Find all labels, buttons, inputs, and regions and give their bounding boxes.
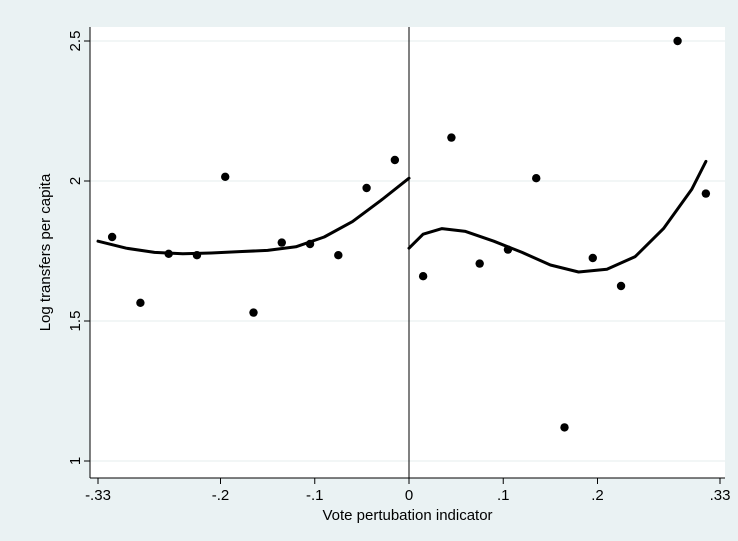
data-point xyxy=(447,133,456,142)
x-tick-label: .2 xyxy=(591,487,604,504)
x-axis-label: Vote pertubation indicator xyxy=(322,507,492,524)
data-point xyxy=(362,183,371,193)
data-point xyxy=(277,238,286,247)
data-point xyxy=(192,251,202,260)
data-point xyxy=(701,189,711,198)
data-point xyxy=(390,155,400,165)
y-axis-label: Log transfers per capita xyxy=(37,173,54,331)
x-tick-label: .1 xyxy=(497,487,510,504)
fit-lines xyxy=(96,159,708,274)
x-tick-label: .33 xyxy=(710,487,731,504)
data-point xyxy=(503,245,513,254)
x-tick-label: -.1 xyxy=(306,487,324,504)
data-point xyxy=(305,239,315,249)
y-tick-label: 1.5 xyxy=(67,311,84,332)
data-point xyxy=(532,174,541,183)
x-tick-label: -.33 xyxy=(85,487,111,504)
y-tick-label: 2.5 xyxy=(67,31,84,52)
data-point xyxy=(136,298,145,307)
fit-line-left xyxy=(96,176,411,256)
y-tick-label: 1 xyxy=(67,457,84,465)
x-tick-label: -.2 xyxy=(212,487,230,504)
data-point xyxy=(673,36,682,46)
y-tick-label: 2 xyxy=(67,177,84,185)
data-point xyxy=(221,172,230,181)
y-axis-ticks: 1 1.5 2 2.5 xyxy=(67,31,90,465)
data-point xyxy=(249,308,258,317)
fit-line-right xyxy=(407,159,708,274)
data-point xyxy=(475,259,484,268)
data-point xyxy=(588,253,597,263)
data-point xyxy=(107,232,117,242)
x-axis-ticks: -.33 -.2 -.1 0 .1 .2 .33 xyxy=(85,478,730,504)
data-point xyxy=(164,249,173,258)
axes xyxy=(89,27,725,479)
data-points xyxy=(107,36,711,432)
data-point xyxy=(418,272,428,281)
data-point xyxy=(616,281,626,291)
data-point xyxy=(334,251,343,260)
x-tick-label: 0 xyxy=(405,487,413,504)
data-point xyxy=(560,423,569,432)
